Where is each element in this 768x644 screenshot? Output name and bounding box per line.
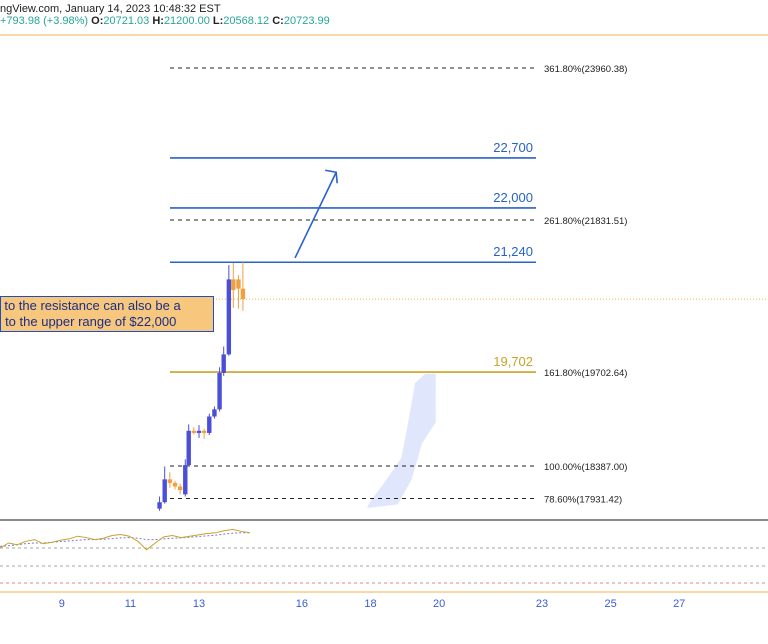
candle-body bbox=[186, 430, 191, 466]
header-open-label: O: bbox=[91, 15, 104, 27]
candle-body bbox=[217, 372, 222, 410]
x-tick-label: 11 bbox=[125, 598, 136, 610]
fib-level-label: 100.00%(18387.00) bbox=[544, 462, 627, 473]
header-source: ngView.com, January 14, 2023 10:48:32 ES… bbox=[0, 3, 221, 15]
projection-arrow-head bbox=[325, 169, 338, 184]
header-change: +793.98 (+3.98%) bbox=[0, 15, 89, 27]
candle-body bbox=[231, 279, 236, 291]
indicator-pane bbox=[0, 520, 768, 644]
x-tick-label: 20 bbox=[433, 598, 445, 610]
candle-body bbox=[191, 430, 197, 433]
resistance-label: 21,240 bbox=[493, 244, 533, 259]
header-low-label: L: bbox=[212, 15, 224, 27]
header-open-value: 20721.03 bbox=[103, 15, 150, 27]
resistance-label: 22,000 bbox=[493, 190, 533, 205]
callout-line-2: ng to the upper range of $22,000 bbox=[0, 314, 177, 329]
header-high-label: H: bbox=[152, 15, 164, 27]
candle-body bbox=[177, 486, 183, 491]
candle-body bbox=[162, 479, 167, 503]
candle-body bbox=[183, 465, 188, 495]
candle-body bbox=[226, 279, 232, 355]
projection-zone bbox=[367, 373, 436, 508]
candle-body bbox=[236, 279, 241, 289]
fib-level-label: 78.60%(17931.42) bbox=[544, 495, 622, 506]
x-tick-label: 18 bbox=[364, 598, 376, 610]
fib-level-label: 261.80%(21831.51) bbox=[544, 216, 627, 227]
candle-body bbox=[172, 482, 178, 487]
header-high-value: 21200.00 bbox=[163, 15, 210, 27]
callout-line-1: se to the resistance can also be a bbox=[0, 298, 181, 313]
resistance-label: 19,702 bbox=[493, 354, 533, 369]
x-tick-label: 13 bbox=[193, 598, 205, 610]
header-low-value: 20568.12 bbox=[223, 15, 270, 27]
candle-body bbox=[221, 354, 226, 373]
x-tick-label: 27 bbox=[673, 598, 685, 610]
candle-body bbox=[196, 430, 202, 433]
candle-body bbox=[207, 416, 212, 433]
candle-body bbox=[212, 409, 217, 417]
indicator-line bbox=[0, 528, 251, 551]
annotation-callout: se to the resistance can also be a ng to… bbox=[0, 296, 214, 332]
x-tick-label: 25 bbox=[604, 598, 616, 610]
x-tick-label: 23 bbox=[536, 598, 548, 610]
header-close-value: 20723.99 bbox=[283, 15, 330, 27]
candle-body bbox=[157, 502, 162, 509]
fib-level-label: 361.80%(23960.38) bbox=[544, 64, 627, 75]
candle-body bbox=[167, 479, 173, 483]
fib-level-label: 161.80%(19702.64) bbox=[544, 368, 627, 379]
header-close-label: C: bbox=[272, 15, 284, 27]
candle-body bbox=[201, 430, 207, 433]
candle-body bbox=[240, 288, 246, 300]
symbol-header: ngView.com, January 14, 2023 10:48:32 ES… bbox=[0, 3, 330, 27]
x-tick-label: 9 bbox=[59, 598, 65, 610]
resistance-label: 22,700 bbox=[493, 140, 533, 155]
projection-arrow bbox=[294, 171, 337, 259]
x-tick-label: 16 bbox=[296, 598, 308, 610]
